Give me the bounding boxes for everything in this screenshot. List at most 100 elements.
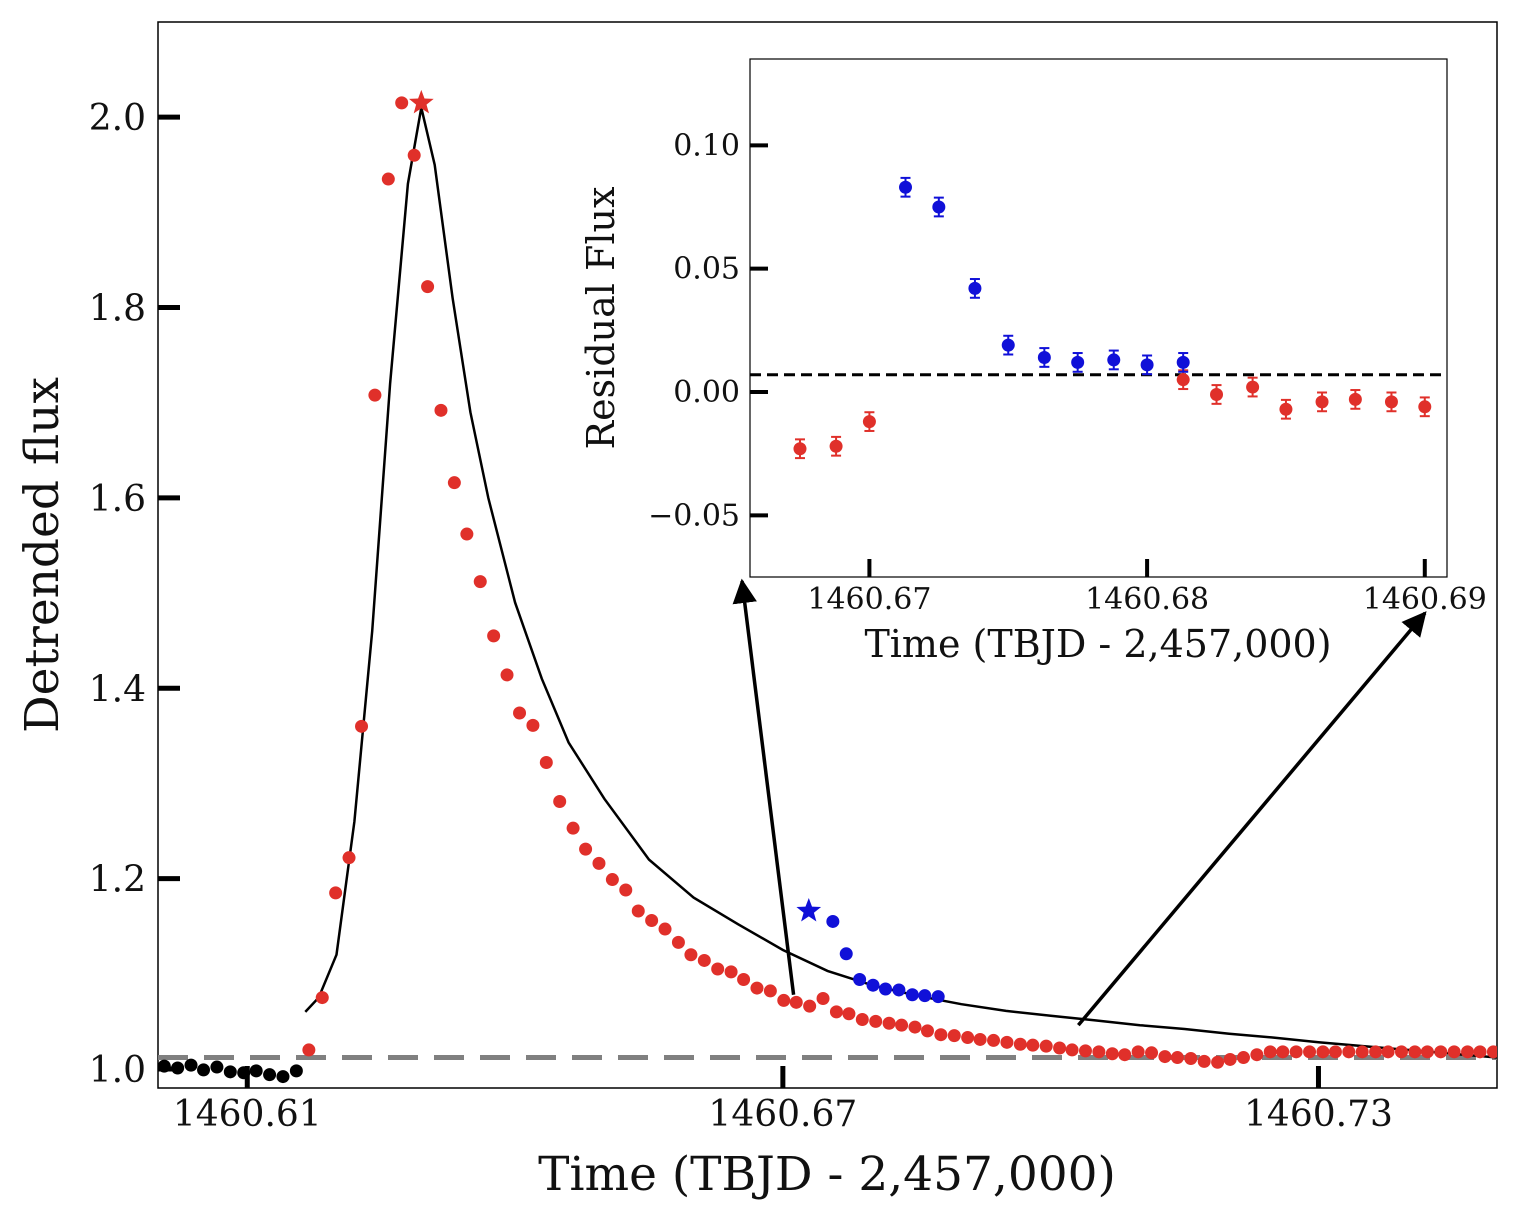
secondary-residual-point (1037, 347, 1051, 368)
flare-point (658, 922, 672, 936)
flare-point (434, 403, 448, 417)
flare-point (789, 995, 803, 1009)
flare-point (1197, 1054, 1211, 1068)
flare-point (460, 527, 474, 541)
secondary-point (826, 914, 840, 928)
flare-point (816, 992, 830, 1006)
flare-point (539, 755, 553, 769)
flare-point (987, 1033, 1001, 1047)
flare-point (302, 1043, 316, 1057)
main-y-tick-label: 2.0 (89, 98, 146, 139)
secondary-residual-point (899, 176, 913, 198)
flare-point (315, 991, 329, 1005)
flare-point (1342, 1045, 1356, 1059)
flare-point (592, 856, 606, 870)
flare-point (1236, 1051, 1250, 1065)
flare-point (1013, 1037, 1027, 1051)
flare-point (1223, 1052, 1237, 1066)
main-data-points (158, 96, 1497, 1084)
flare-point (631, 904, 645, 918)
flare-point (711, 962, 725, 976)
flare-point (395, 96, 409, 110)
flare-point (342, 851, 356, 865)
flare-point (1131, 1045, 1145, 1059)
inset-y-axis-ticks: −0.05 0.00 0.05 0.10 (648, 128, 768, 533)
inset-data-points (793, 176, 1432, 460)
flare-point (526, 718, 540, 732)
flare-point (1026, 1038, 1040, 1052)
flare-point (697, 953, 711, 967)
flare-point (1420, 1045, 1434, 1059)
secondary-residual-point (932, 196, 946, 218)
flare-point (1250, 1048, 1264, 1062)
flare-point (1078, 1044, 1092, 1058)
main-x-tick-label: 1460.73 (1244, 1094, 1393, 1135)
flare-point (1276, 1045, 1290, 1059)
flare-point (1105, 1047, 1119, 1061)
flare-residual-point (793, 438, 807, 460)
zoom-arrow (732, 578, 796, 995)
secondary-residual-point (1001, 334, 1015, 356)
flare-point (777, 993, 791, 1007)
flare-model-curve (304, 107, 1497, 1059)
inset-y-tick-label: −0.05 (648, 498, 740, 533)
flare-point (1473, 1045, 1487, 1059)
flare-point (842, 1007, 856, 1021)
secondary-residual-point (1107, 349, 1121, 371)
flare-point (961, 1031, 975, 1045)
flare-point (1289, 1045, 1303, 1059)
zoom-arrows (732, 578, 1427, 1027)
flare-point (553, 795, 567, 809)
flare-residual-point (1210, 384, 1224, 405)
flare-residual-point (1279, 398, 1293, 420)
flare-point (829, 1005, 843, 1019)
flare-point (619, 883, 633, 897)
inset-plot: 1460.67 1460.68 1460.69 −0.050.000.050.10 … (579, 58, 1487, 666)
quiescent-point (158, 1059, 171, 1073)
flare-point (513, 706, 527, 720)
flare-point (1381, 1045, 1395, 1059)
flare-point (566, 821, 580, 835)
quiescent-point (237, 1066, 251, 1080)
flare-point (579, 842, 593, 856)
inset-x-tick-label: 1460.69 (1363, 582, 1487, 617)
flare-point (500, 668, 514, 682)
quiescent-point (210, 1060, 224, 1074)
secondary-residual-point (1071, 352, 1085, 373)
secondary-point (853, 972, 867, 986)
flare-point (1053, 1041, 1067, 1055)
quiescent-point (223, 1065, 237, 1079)
flare-point (1434, 1045, 1448, 1059)
main-y-axis-label: Detrended flux (15, 377, 70, 733)
inset-x-axis-label: Time (TBJD - 2,457,000) (864, 622, 1331, 666)
quiescent-point (289, 1064, 303, 1078)
flare-point (1316, 1045, 1330, 1059)
inset-y-tick-label: 0.05 (673, 252, 740, 287)
secondary-point (866, 978, 880, 992)
flare-peak-star (409, 89, 434, 114)
flare-point (1355, 1045, 1369, 1059)
main-y-tick-label: 1.4 (89, 669, 146, 710)
flare-point (1447, 1045, 1461, 1059)
secondary-residual-point (1176, 352, 1190, 373)
quiescent-point (276, 1070, 290, 1084)
secondary-residual-point (1140, 354, 1154, 376)
main-y-tick-label: 1.2 (89, 860, 146, 901)
flare-point (855, 1012, 869, 1026)
quiescent-point (171, 1061, 185, 1075)
inset-y-tick-label: 0.00 (673, 375, 740, 410)
inset-x-axis-ticks: 1460.67 1460.68 1460.69 (807, 559, 1487, 617)
flare-point (473, 575, 487, 589)
flare-point (803, 999, 817, 1013)
flare-point (1039, 1039, 1053, 1053)
flare-residual-point (1384, 391, 1398, 413)
flare-residual-point (1176, 369, 1190, 391)
flare-point (895, 1018, 909, 1032)
flare-point (421, 280, 435, 294)
flare-point (908, 1020, 922, 1034)
main-y-tick-label: 1.8 (89, 289, 146, 330)
flare-point (973, 1032, 987, 1046)
main-x-tick-label: 1460.61 (173, 1094, 322, 1135)
flare-point (381, 172, 395, 186)
